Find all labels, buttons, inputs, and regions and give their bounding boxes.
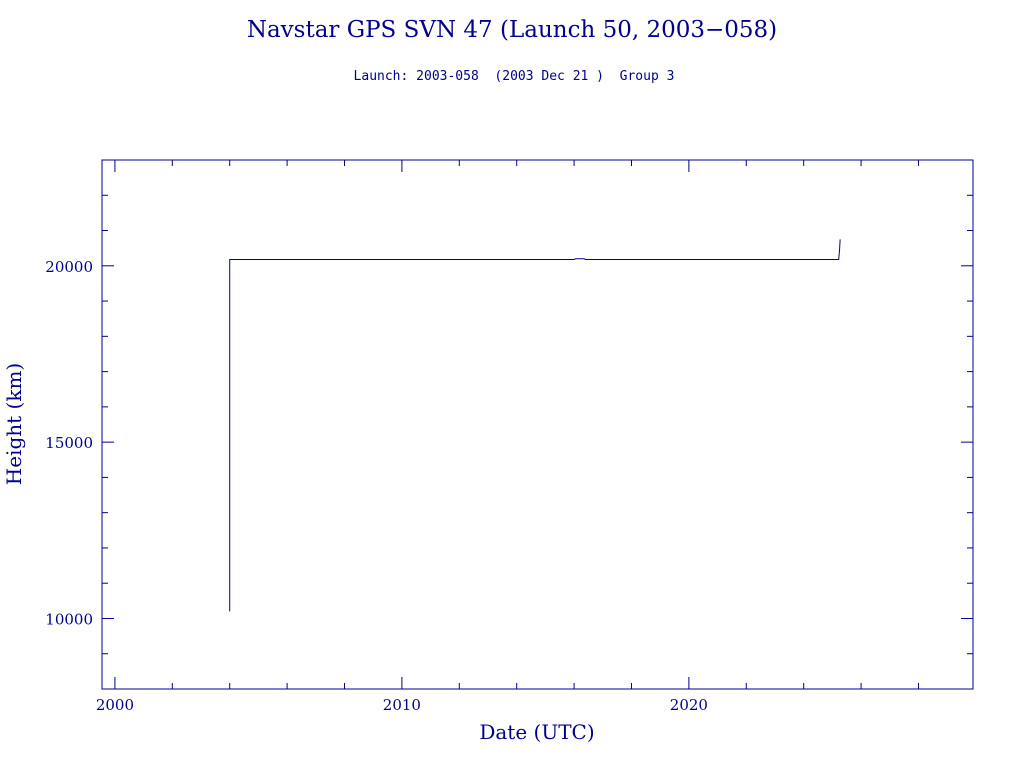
axis-ticks [102,159,973,690]
y-tick-label: 20000 [45,258,93,276]
data-series [229,239,841,612]
chart-title: Navstar GPS SVN 47 (Launch 50, 2003−058) [247,17,777,43]
chart-subtitle: Launch: 2003-058 (2003 Dec 21 ) Group 3 [354,69,675,84]
y-tick-label: 10000 [45,610,93,628]
y-tick-label: 15000 [45,434,93,452]
plot-frame [101,159,974,690]
x-tick-label: 2020 [670,696,708,714]
axis-tick-labels: 2000 2010 2020 10000 15000 20000 [45,258,708,714]
x-tick-label: 2010 [383,696,421,714]
y-axis-label: Height (km) [2,363,26,485]
x-tick-label: 2000 [96,696,134,714]
x-axis-label: Date (UTC) [479,720,594,744]
height-series-line [229,239,841,612]
